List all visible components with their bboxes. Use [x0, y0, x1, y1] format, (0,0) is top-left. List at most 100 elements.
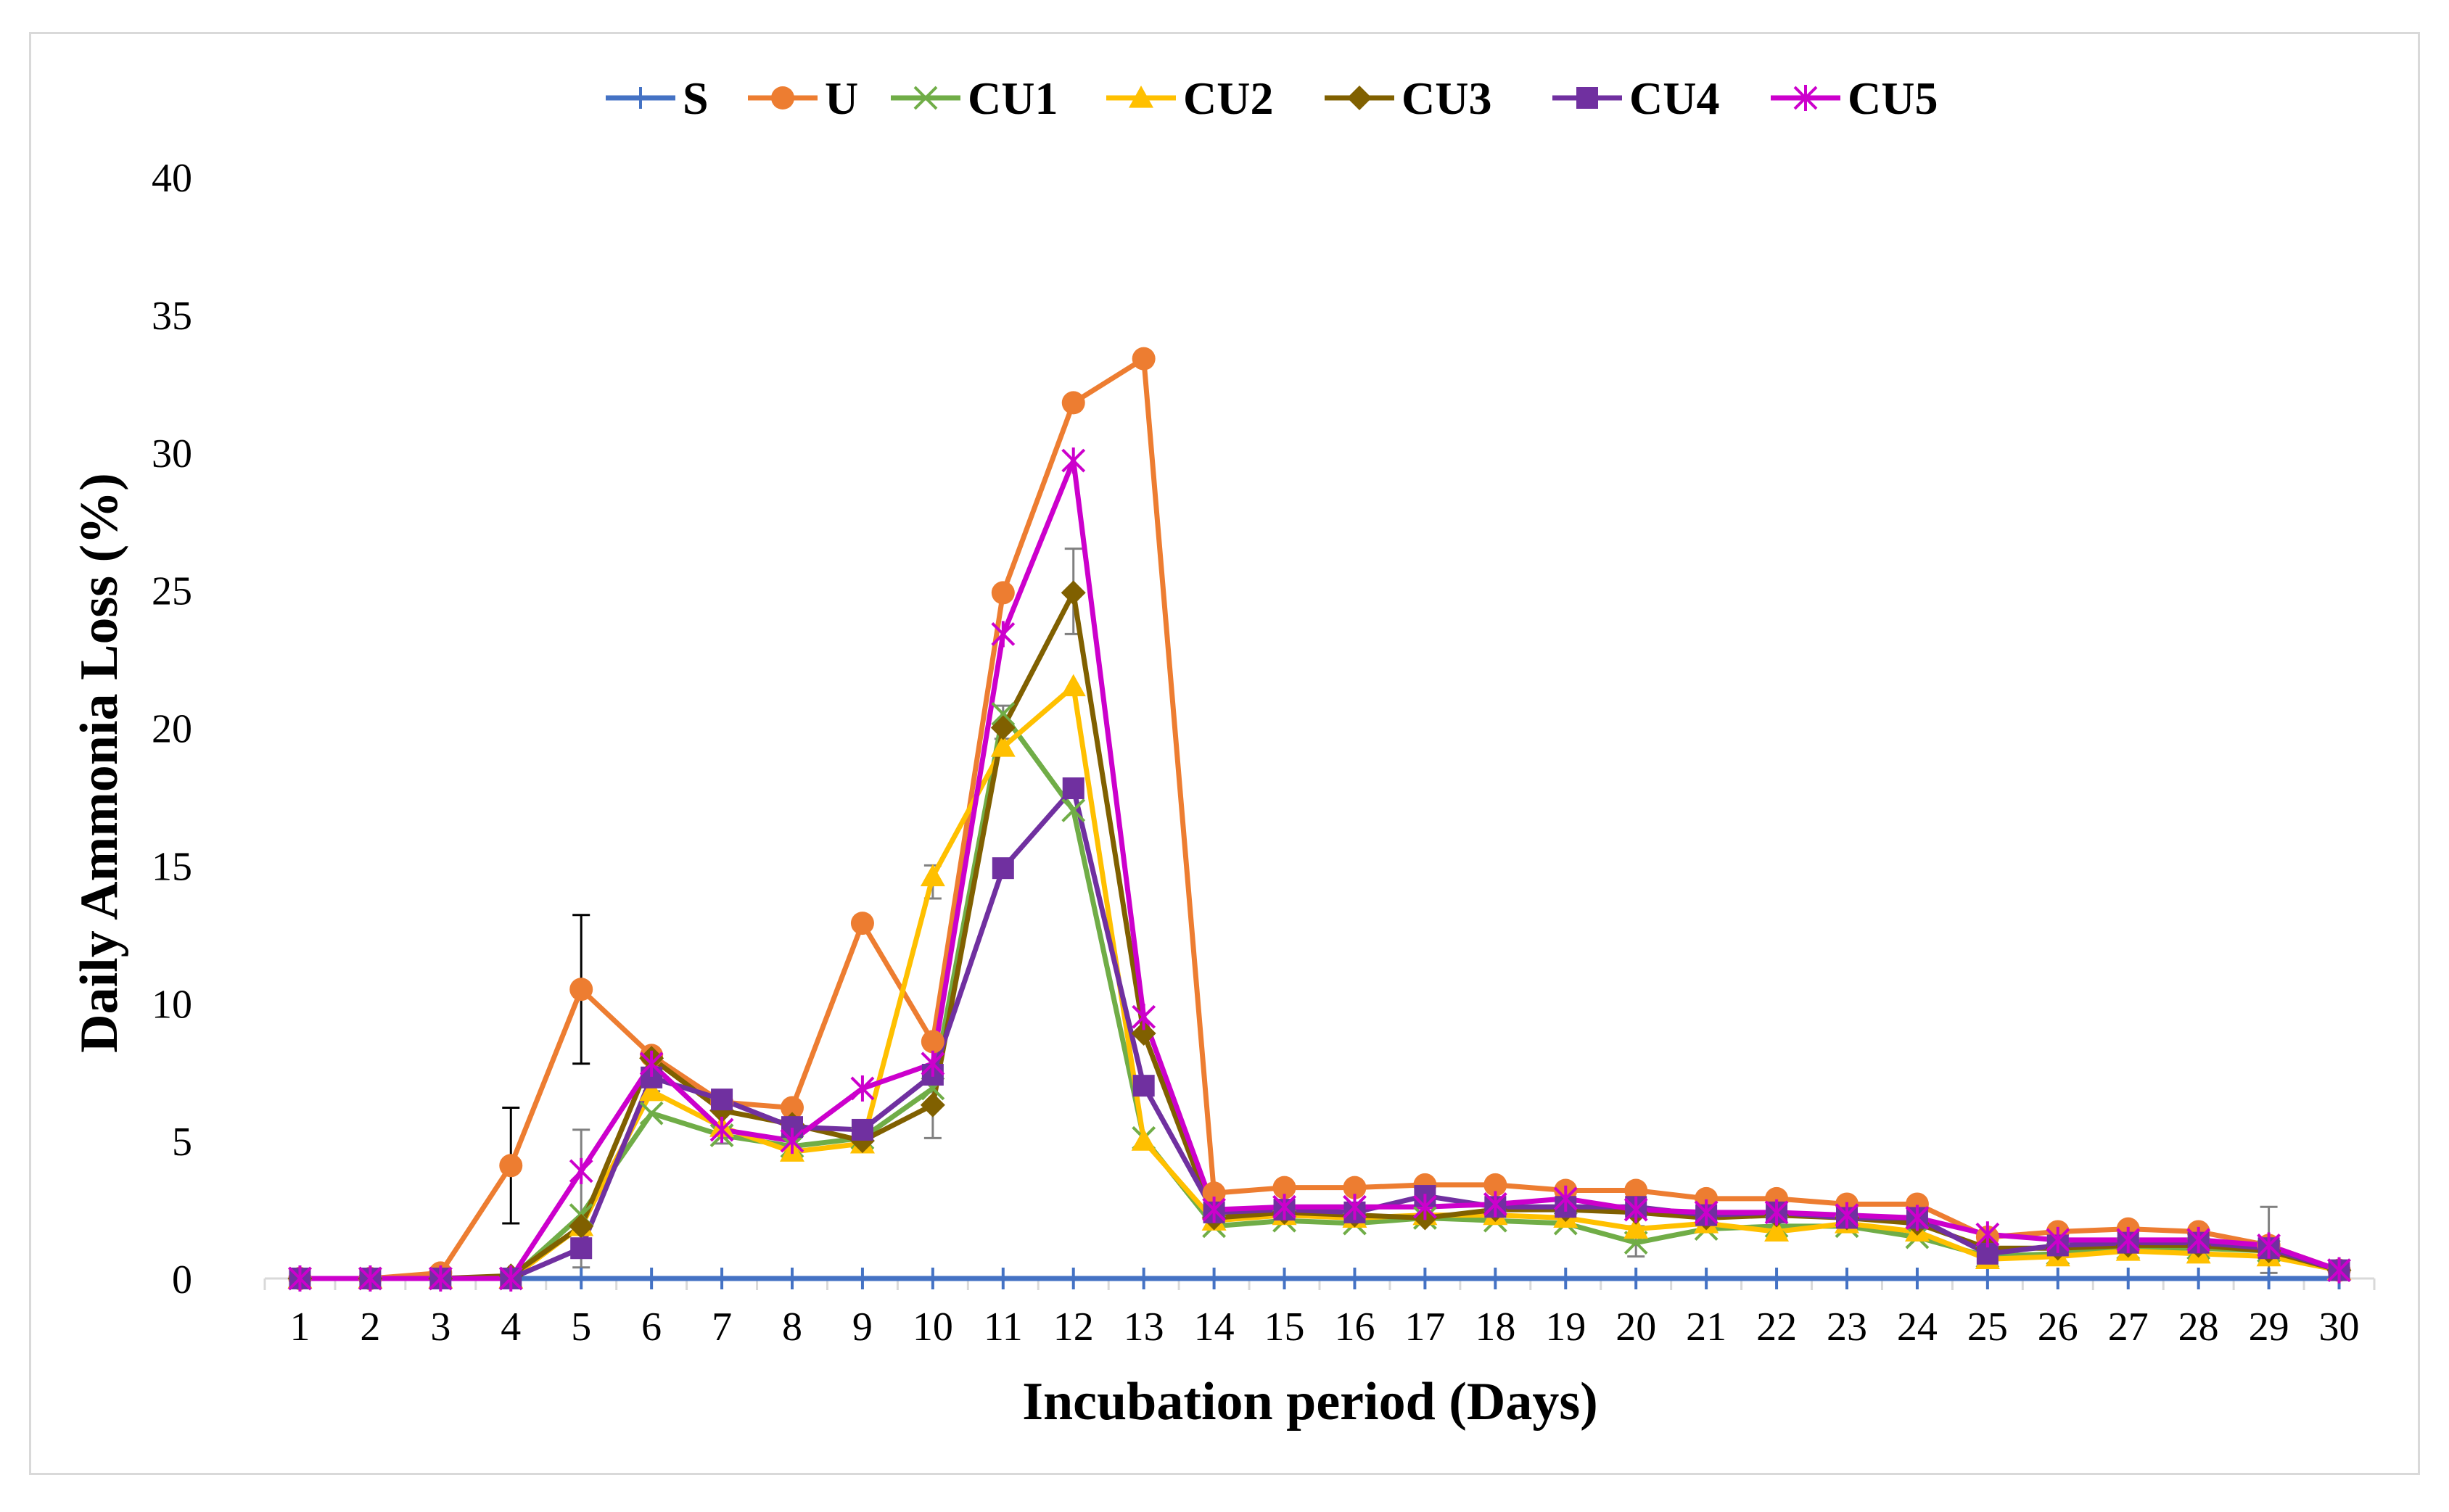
point-cu5 — [1202, 1197, 1227, 1223]
point-s — [1695, 1268, 1718, 1289]
x-tick-label: 25 — [1967, 1305, 2008, 1350]
legend-marker-cu4-shape — [1576, 87, 1598, 109]
point-u-shape — [850, 912, 874, 935]
point-cu5 — [498, 1265, 523, 1292]
point-cu2-shape — [920, 864, 945, 887]
point-cu2-shape — [1131, 1128, 1156, 1151]
x-tick-label: 17 — [1404, 1305, 1445, 1350]
series-line-cu5 — [300, 458, 2340, 1281]
point-s — [1062, 1268, 1084, 1289]
legend-item-cu1: CU1 — [891, 73, 1058, 124]
y-axis-ticks: 0 5 10 15 20 25 30 35 40 — [152, 156, 192, 1302]
point-cu5 — [1835, 1202, 1859, 1228]
point-s — [1625, 1268, 1647, 1289]
point-cu5 — [1412, 1194, 1437, 1220]
point-cu5 — [358, 1265, 382, 1292]
legend-label-cu5: CU5 — [1848, 73, 1938, 124]
x-tick-label: 21 — [1686, 1305, 1726, 1350]
x-tick-label: 30 — [2319, 1305, 2360, 1350]
point-s — [781, 1268, 803, 1289]
point-s — [921, 1268, 944, 1289]
x-tick-label: 24 — [1897, 1305, 1938, 1350]
x-tick-label: 2 — [360, 1305, 380, 1350]
x-tick-label: 11 — [984, 1305, 1023, 1350]
x-tick-label: 1 — [289, 1305, 310, 1350]
point-cu2-shape — [990, 735, 1016, 757]
point-cu4-shape — [992, 857, 1014, 880]
point-cu2-shape — [639, 1078, 664, 1102]
point-cu5 — [1483, 1191, 1507, 1218]
point-s — [2187, 1268, 2210, 1289]
legend-item-cu3: CU3 — [1325, 73, 1491, 124]
point-u — [1272, 1176, 1296, 1199]
point-cu1 — [639, 1101, 664, 1125]
legend-marker-cu5 — [1793, 85, 1818, 111]
point-s — [851, 1268, 873, 1289]
point-cu4 — [1062, 777, 1084, 800]
legend-marker-cu1 — [913, 86, 938, 110]
series-markers-cu5 — [288, 447, 2351, 1292]
point-s — [2257, 1268, 2280, 1289]
point-u — [499, 1154, 523, 1178]
y-tick-label: 20 — [152, 707, 192, 752]
y-axis-title: Daily Ammonia Loss (%) — [70, 473, 129, 1053]
x-tick-label: 29 — [2249, 1305, 2289, 1350]
point-cu2-shape — [1061, 674, 1086, 697]
point-cu5 — [850, 1075, 875, 1102]
x-tick-label: 7 — [712, 1305, 732, 1350]
point-cu2-shape — [1623, 1216, 1649, 1239]
point-cu2 — [920, 864, 945, 887]
point-cu2 — [990, 735, 1016, 757]
y-tick-label: 10 — [152, 982, 192, 1027]
point-cu5 — [1975, 1221, 2000, 1248]
point-s — [711, 1268, 733, 1289]
point-s — [1906, 1268, 1928, 1289]
point-cu5 — [1132, 1004, 1156, 1030]
point-cu3-shape — [1061, 580, 1086, 606]
point-s — [1484, 1268, 1507, 1289]
point-cu5 — [1764, 1199, 1789, 1226]
point-u-shape — [1272, 1176, 1296, 1199]
point-s — [1414, 1268, 1436, 1289]
series-line-cu4 — [300, 785, 2340, 1281]
point-u — [921, 1030, 944, 1054]
point-cu4 — [570, 1237, 593, 1260]
legend-marker-cu3 — [1347, 86, 1372, 110]
point-s — [1343, 1268, 1366, 1289]
point-u — [569, 978, 593, 1001]
point-cu4-shape — [570, 1237, 593, 1260]
point-u — [1061, 391, 1085, 415]
point-cu3-shape — [569, 1213, 594, 1239]
series-line-cu1 — [300, 711, 2340, 1281]
x-tick-label: 3 — [430, 1305, 450, 1350]
point-cu3 — [1061, 580, 1086, 606]
point-s — [1836, 1268, 1858, 1289]
legend-marker-u — [771, 86, 794, 110]
point-cu5 — [428, 1265, 453, 1292]
point-cu5 — [569, 1157, 593, 1184]
x-axis: 1 2 3 4 5 6 7 8 9 10 11 12 13 14 15 16 17 18 19 20 21 22 23 24 2… — [263, 1277, 2376, 1350]
series-lines — [300, 356, 2340, 1281]
y-tick-label: 25 — [152, 569, 192, 614]
point-u — [850, 912, 874, 935]
series-line-cu2 — [300, 684, 2340, 1281]
point-cu4-shape — [1132, 1075, 1155, 1097]
point-u-shape — [499, 1154, 523, 1178]
point-u — [1132, 347, 1156, 371]
y-tick-label: 30 — [152, 431, 192, 476]
y-tick-label: 35 — [152, 294, 192, 339]
series-line-u — [300, 356, 2340, 1281]
point-cu3-shape — [920, 1092, 945, 1118]
point-cu3 — [569, 1213, 594, 1239]
point-cu2-shape — [1764, 1219, 1790, 1242]
x-tick-label: 23 — [1827, 1305, 1867, 1350]
legend-item-cu4: CU4 — [1552, 73, 1719, 124]
point-cu4-shape — [1062, 777, 1084, 800]
legend-label-cu2: CU2 — [1183, 73, 1273, 124]
x-tick-label: 10 — [913, 1305, 953, 1350]
point-cu5 — [1694, 1199, 1719, 1226]
point-cu2 — [1623, 1216, 1649, 1239]
point-s — [1555, 1268, 1577, 1289]
